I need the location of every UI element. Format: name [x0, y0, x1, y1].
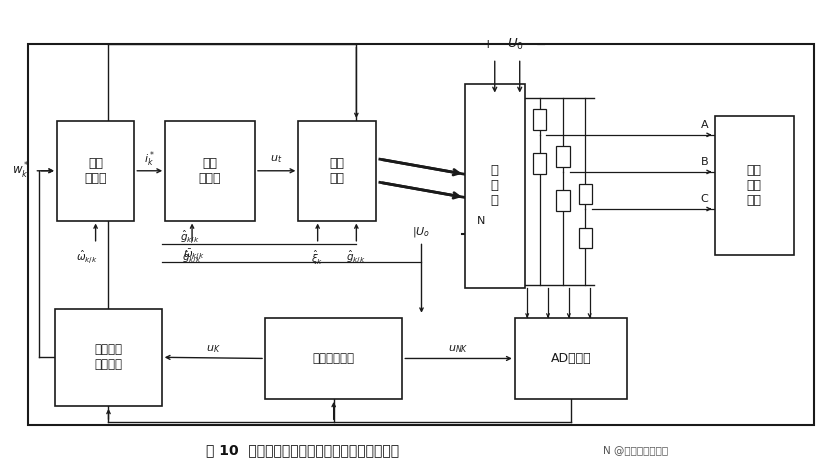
Text: $i_k^*$: $i_k^*$	[144, 150, 155, 169]
Text: $-$: $-$	[535, 38, 546, 51]
Bar	[55, 309, 162, 406]
Bar	[298, 121, 375, 220]
Text: $\hat{\xi}_k$: $\hat{\xi}_k$	[312, 249, 323, 267]
Bar	[556, 146, 570, 167]
Text: 扩展卡尔
曼滤波器: 扩展卡尔 曼滤波器	[95, 343, 122, 371]
Text: $|U_o$: $|U_o$	[412, 225, 431, 239]
Text: $w_k^*$: $w_k^*$	[13, 161, 30, 181]
Text: $u_K$: $u_K$	[206, 343, 220, 355]
Text: N: N	[477, 216, 485, 226]
Bar	[165, 121, 255, 220]
Text: C: C	[701, 194, 708, 204]
Text: 线电压计算器: 线电压计算器	[313, 352, 354, 365]
Text: $u_t$: $u_t$	[271, 153, 282, 165]
Text: $\hat{\omega}_{k/k}$: $\hat{\omega}_{k/k}$	[76, 249, 98, 266]
Text: B: B	[701, 157, 708, 167]
Bar	[515, 318, 627, 399]
Text: $u_{NK}$: $u_{NK}$	[448, 343, 468, 355]
Bar	[265, 318, 402, 399]
Bar	[465, 84, 525, 288]
Text: 速度
控制器: 速度 控制器	[85, 157, 107, 185]
Text: N @小幽余生不加糖: N @小幽余生不加糖	[603, 445, 668, 455]
Bar	[28, 45, 815, 424]
Bar	[533, 153, 546, 174]
Bar	[556, 190, 570, 212]
Text: 换相
逻辑: 换相 逻辑	[329, 157, 344, 185]
Bar	[533, 109, 546, 130]
Text: 电流
控制器: 电流 控制器	[199, 157, 221, 185]
Text: $\hat{g}_{k/k}$: $\hat{g}_{k/k}$	[182, 249, 202, 266]
Text: $\hat{g}_{k/k}$: $\hat{g}_{k/k}$	[346, 249, 366, 266]
Text: AD转换器: AD转换器	[551, 352, 592, 365]
Bar	[57, 121, 134, 220]
Bar	[579, 183, 592, 204]
Text: 直流
无刷
电机: 直流 无刷 电机	[747, 164, 762, 207]
Text: 图 10  直流无刷电机转子位置及速度检测结构图: 图 10 直流无刷电机转子位置及速度检测结构图	[206, 443, 399, 457]
Text: $U_0$: $U_0$	[507, 37, 524, 52]
Bar	[579, 227, 592, 249]
Text: $\hat{g}_{k/k}$: $\hat{g}_{k/k}$	[180, 228, 200, 245]
Text: $\bar{\omega}_{k/k}$: $\bar{\omega}_{k/k}$	[184, 248, 205, 263]
Text: 逆
变
器: 逆 变 器	[491, 164, 499, 207]
Text: +: +	[483, 38, 494, 51]
Text: A: A	[701, 120, 708, 129]
Bar	[715, 116, 794, 255]
